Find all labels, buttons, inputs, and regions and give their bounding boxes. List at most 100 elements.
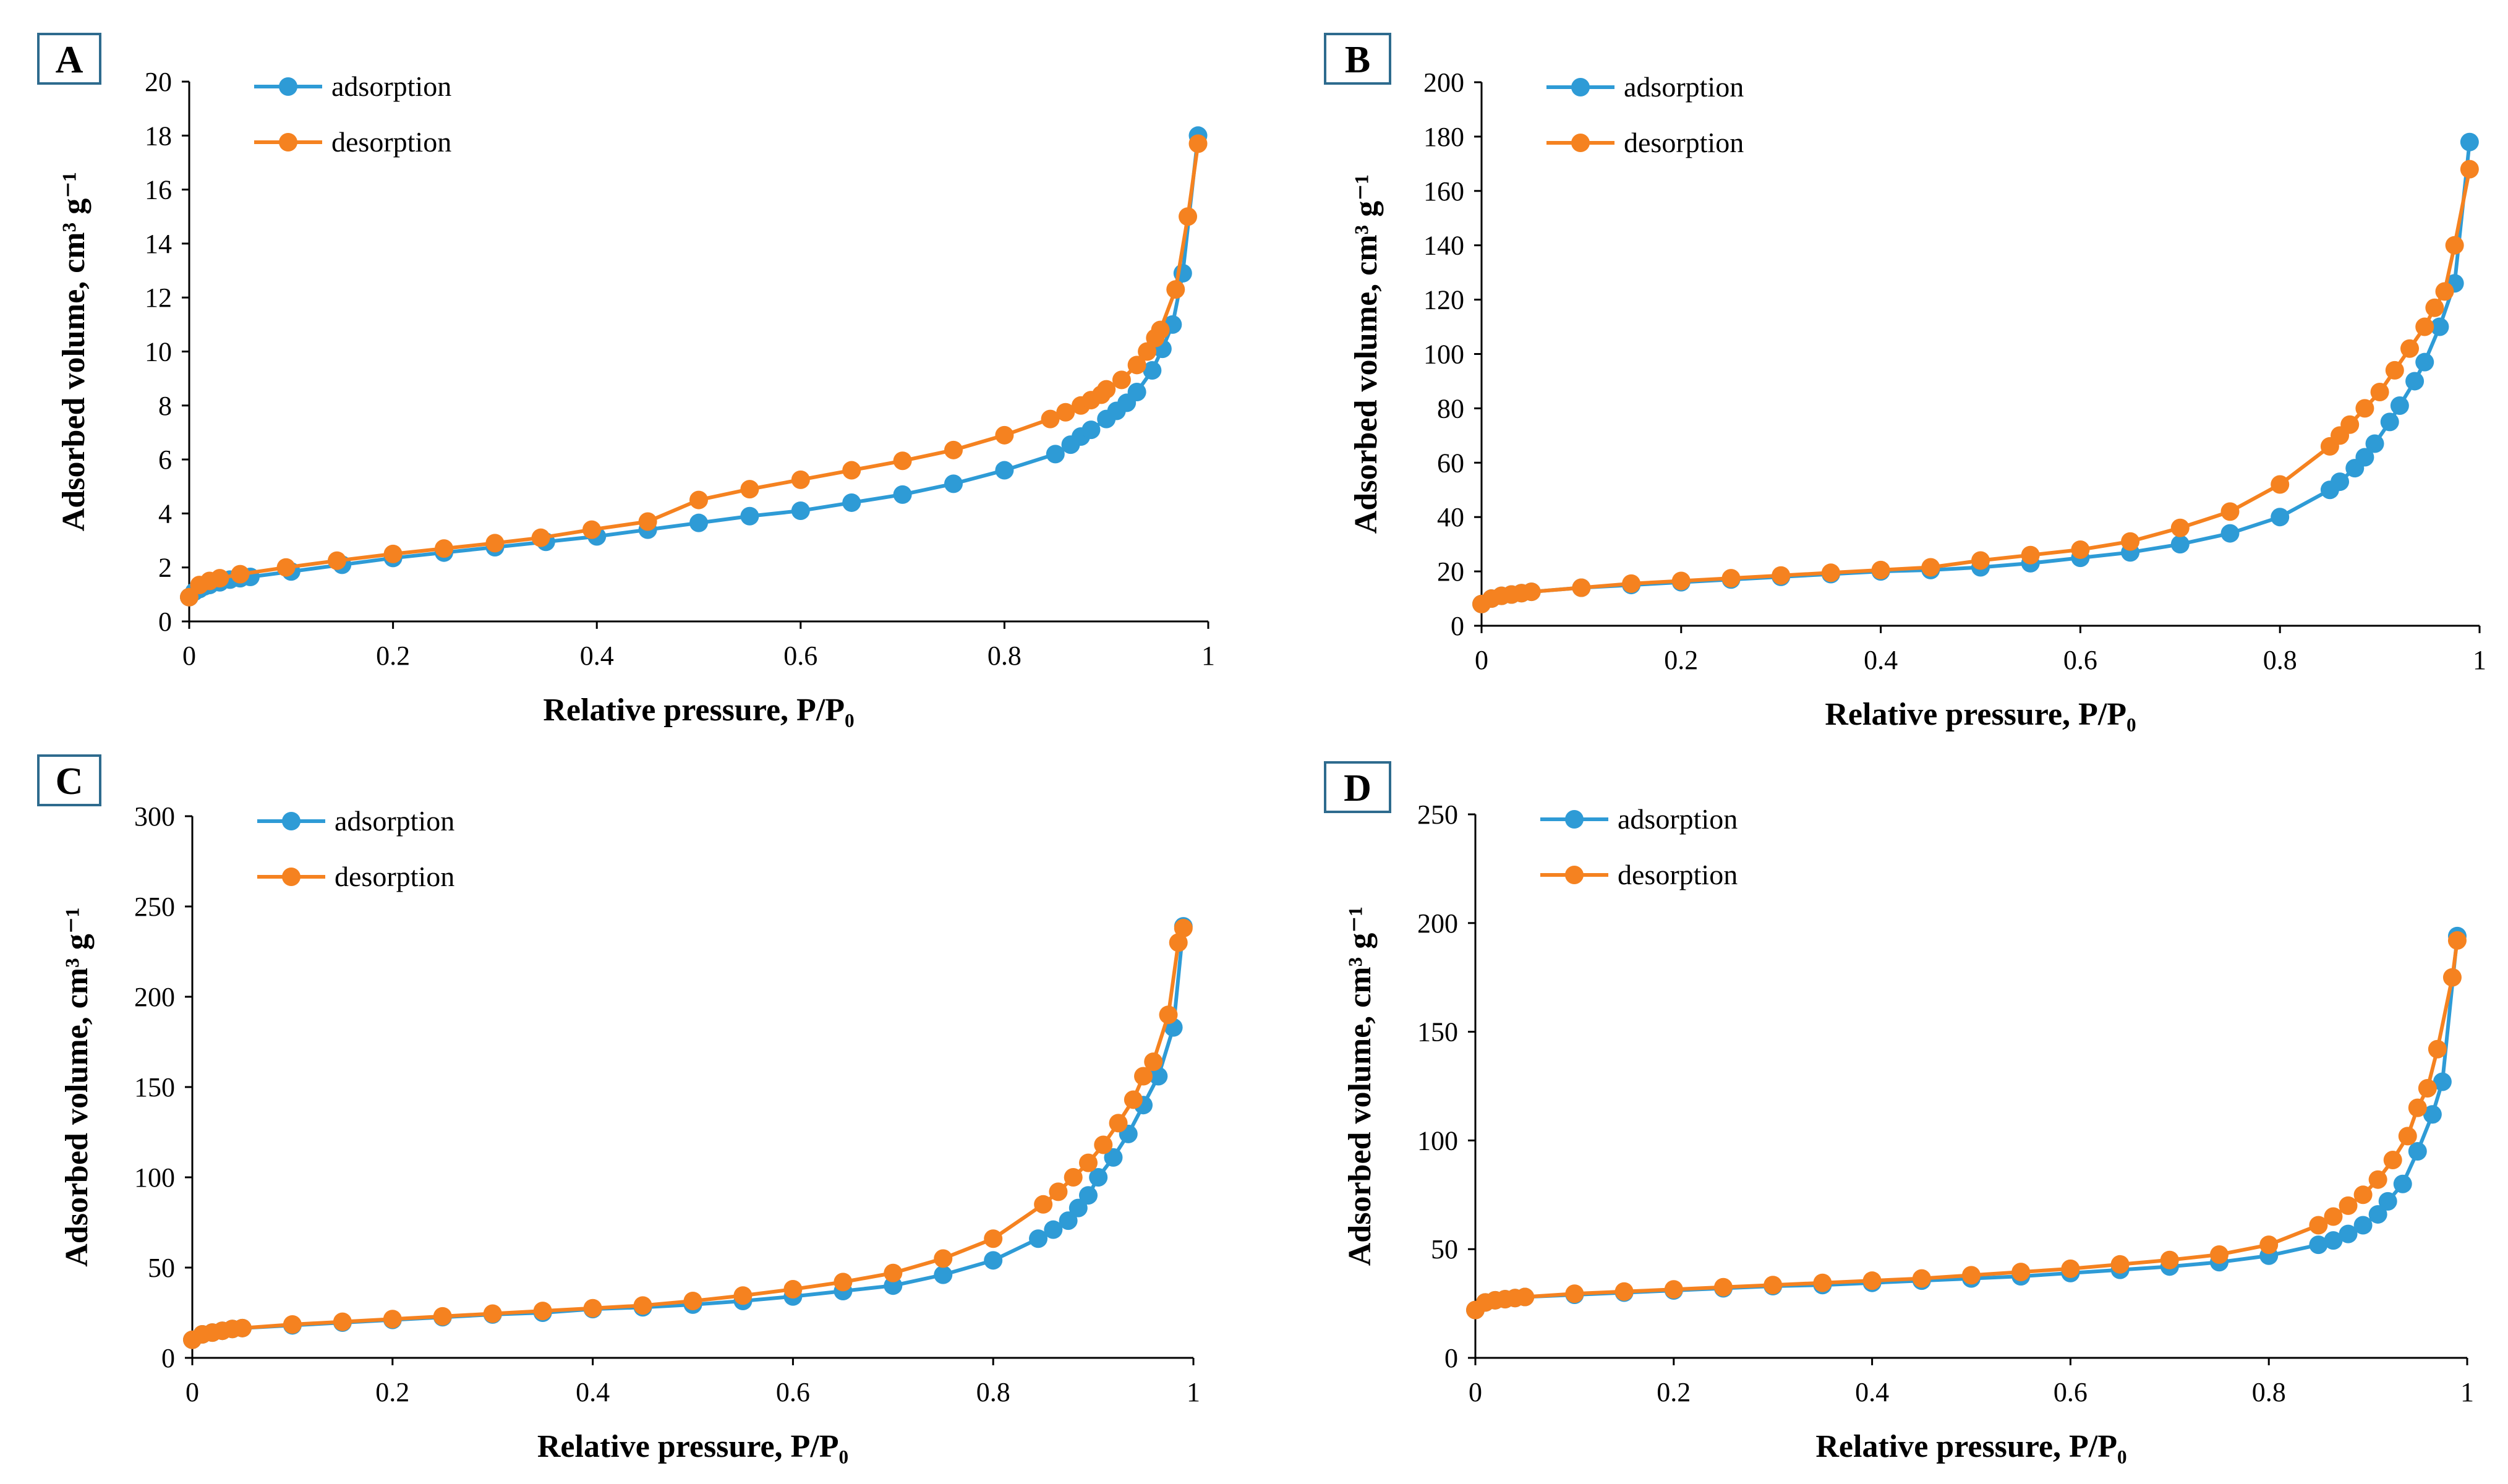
adsorption-point (1127, 382, 1146, 401)
y-tick-label: 0 (1451, 611, 1464, 641)
desorption-line (1474, 940, 2459, 1312)
legend-marker (279, 77, 297, 96)
adsorption-point (2170, 535, 2190, 554)
desorption-point (1166, 280, 1185, 299)
desorption-point (232, 1318, 252, 1337)
adsorption-point (1029, 1229, 1048, 1248)
desorption-point (733, 1286, 753, 1305)
desorption-point (2415, 317, 2434, 336)
desorption-point (1034, 1195, 1053, 1214)
y-tick-label: 100 (1417, 1125, 1458, 1156)
adsorption-point (944, 474, 963, 493)
legend-label: adsorption (335, 805, 454, 837)
adsorption-point (2423, 1105, 2442, 1124)
desorption-point (1127, 356, 1146, 375)
x-tick-label: 0.8 (987, 641, 1022, 671)
legend-label: adsorption (331, 70, 451, 102)
desorption-point (1614, 1282, 1634, 1301)
series-desorption (1466, 931, 2467, 1320)
desorption-point (1572, 578, 1591, 597)
desorption-point (582, 520, 601, 539)
desorption-point (1912, 1269, 1931, 1288)
desorption-point (2340, 415, 2360, 434)
adsorption-point (2324, 1231, 2343, 1250)
adsorption-point (2405, 372, 2425, 391)
y-tick-label: 0 (161, 1343, 175, 1373)
desorption-point (2160, 1250, 2179, 1269)
legend-entry-desorption: desorption (1546, 127, 1744, 158)
series-adsorption (183, 917, 1193, 1349)
desorption-point (1079, 1153, 1098, 1172)
desorption-point (2309, 1216, 2328, 1235)
x-tick-label: 0 (182, 641, 196, 671)
adsorption-point (995, 461, 1014, 480)
panel-label-box (37, 33, 101, 85)
desorption-point (2425, 298, 2444, 317)
adsorption-point (2433, 1072, 2452, 1091)
desorption-point (433, 1307, 452, 1326)
desorption-point (2447, 931, 2467, 950)
desorption-point (1871, 560, 1890, 579)
adsorption-point (2309, 1235, 2328, 1255)
x-tick-label: 0.4 (580, 641, 614, 671)
desorption-point (2259, 1235, 2279, 1255)
desorption-point (791, 470, 810, 489)
desorption-point (2460, 160, 2479, 179)
x-tick-label: 1 (1187, 1377, 1200, 1407)
desorption-point (1064, 1168, 1083, 1187)
adsorption-point (893, 485, 912, 504)
desorption-point (1094, 1135, 1113, 1154)
x-tick-label: 0.4 (576, 1377, 610, 1407)
desorption-line (1480, 169, 2472, 606)
legend-marker (279, 133, 297, 151)
desorption-point (1862, 1271, 1882, 1290)
desorption-point (1962, 1266, 1981, 1285)
desorption-point (2021, 545, 2040, 565)
desorption-point (2428, 1039, 2447, 1059)
desorption-point (893, 451, 912, 471)
desorption-point (2355, 399, 2374, 418)
desorption-point (1159, 1005, 1178, 1025)
y-axis-title: Adsorbed volume, cm³ g⁻¹ (56, 172, 92, 532)
adsorption-point (1089, 1168, 1108, 1187)
adsorption-line (1480, 142, 2472, 606)
x-tick-label: 0 (1469, 1377, 1482, 1407)
panel-label: C (56, 761, 83, 803)
desorption-line (191, 927, 1185, 1342)
adsorption-point (2460, 132, 2479, 151)
adsorption-point (2378, 1192, 2397, 1211)
panel-label: A (56, 39, 83, 81)
x-tick-label: 0.6 (783, 641, 817, 671)
legend-entry-adsorption: adsorption (254, 70, 451, 102)
desorption-point (210, 569, 229, 588)
desorption-point (683, 1292, 702, 1311)
desorption-point (2435, 282, 2454, 301)
adsorption-point (2380, 412, 2399, 432)
adsorption-point (1143, 361, 1162, 380)
adsorption-point (1044, 1220, 1063, 1239)
desorption-point (2110, 1255, 2130, 1274)
y-tick-label: 16 (145, 175, 172, 205)
legend-entry-desorption: desorption (257, 861, 454, 892)
desorption-point (2210, 1245, 2229, 1264)
desorption-point (1097, 380, 1116, 399)
adsorption-point (1068, 1198, 1088, 1217)
desorption-point (2121, 532, 2140, 551)
adsorption-point (1046, 445, 1065, 464)
desorption-point (435, 539, 453, 558)
desorption-point (531, 528, 550, 547)
y-tick-label: 10 (145, 337, 172, 367)
x-axis-title: Relative pressure, P/P₀ (537, 1429, 848, 1464)
desorption-point (1151, 320, 1170, 339)
desorption-point (2400, 339, 2420, 358)
legend-marker (282, 812, 301, 830)
legend-label: desorption (1618, 859, 1738, 890)
desorption-point (1522, 582, 1541, 602)
desorption-point (333, 1312, 352, 1331)
desorption-point (2383, 1151, 2402, 1170)
legend-marker (282, 868, 301, 886)
legend-label: desorption (331, 126, 451, 158)
desorption-point (180, 587, 198, 607)
adsorption-line (1474, 936, 2459, 1312)
